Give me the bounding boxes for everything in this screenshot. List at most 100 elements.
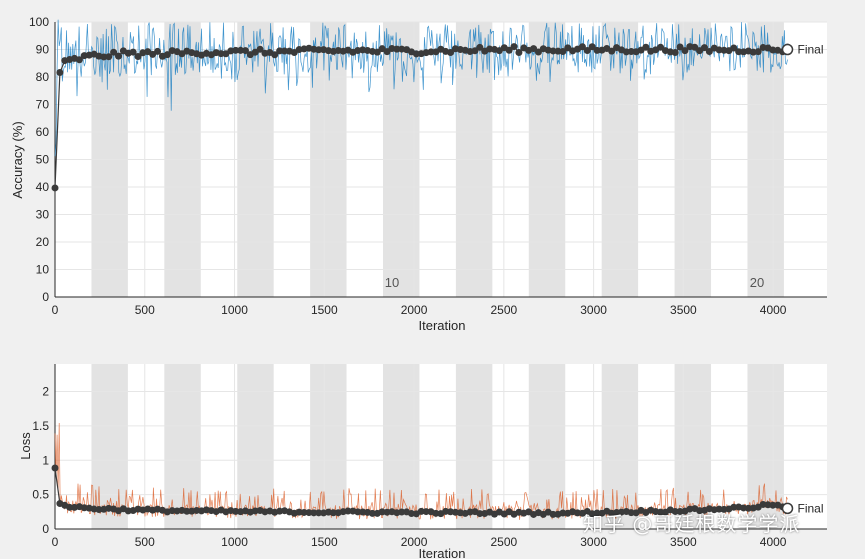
acc-smoothed-point xyxy=(588,43,596,51)
loss-x-tick-label: 3500 xyxy=(670,535,697,549)
acc-smoothed-point xyxy=(56,69,64,77)
acc-y-tick-label: 40 xyxy=(36,180,50,194)
acc-smoothed-point xyxy=(505,46,513,54)
acc-x-tick-label: 2000 xyxy=(401,303,428,317)
acc-smoothed-point xyxy=(608,47,616,55)
acc-x-tick-label: 0 xyxy=(52,303,59,317)
loss-epoch-band xyxy=(674,364,712,529)
loss-y-tick-label: 1.5 xyxy=(32,419,49,433)
acc-smoothed-point xyxy=(315,46,323,54)
acc-smoothed-point xyxy=(129,48,137,56)
acc-y-tick-label: 0 xyxy=(42,290,49,304)
acc-x-tick-label: 500 xyxy=(135,303,155,317)
loss-y-tick-label: 0.5 xyxy=(32,488,49,502)
acc-y-tick-label: 80 xyxy=(36,70,50,84)
loss-smoothed-point xyxy=(671,507,679,515)
acc-smoothed-point xyxy=(271,51,279,59)
acc-smoothed-point xyxy=(241,47,249,55)
acc-x-tick-label: 3500 xyxy=(670,303,697,317)
acc-y-tick-label: 50 xyxy=(36,153,50,167)
loss-smoothed-point xyxy=(310,509,318,517)
accuracy-final-label: Final xyxy=(798,43,824,57)
acc-y-tick-label: 20 xyxy=(36,235,50,249)
acc-smoothed-point xyxy=(510,43,518,51)
acc-smoothed-point xyxy=(676,43,684,51)
acc-y-tick-label: 30 xyxy=(36,208,50,222)
loss-smoothed-point xyxy=(549,510,557,518)
accuracy-final-marker xyxy=(781,43,794,56)
loss-tick-labels: 0 0.5 1 1.5 2 0 500 1000 1500 2000 2500 3000 3500 400… xyxy=(32,385,786,550)
loss-smoothed-point xyxy=(476,510,484,518)
acc-smoothed-point xyxy=(578,43,586,51)
acc-smoothed-point xyxy=(134,53,142,61)
loss-x-tick-label: 3000 xyxy=(580,535,607,549)
acc-smoothed-point xyxy=(427,48,435,56)
loss-x-tick-label: 1500 xyxy=(311,535,338,549)
loss-y-tick-label: 1 xyxy=(42,453,49,467)
epoch-label-20: 20 xyxy=(750,275,764,290)
acc-smoothed-point xyxy=(276,47,284,55)
loss-smoothed-point xyxy=(354,508,362,516)
loss-smoothed-point xyxy=(368,509,376,517)
watermark-text: 知乎 @哥廷根数学学派 xyxy=(583,512,801,536)
acc-x-tick-label: 1500 xyxy=(311,303,338,317)
loss-smoothed-point xyxy=(657,508,665,516)
loss-y-axis-label: Loss xyxy=(18,432,33,460)
accuracy-y-axis-label: Accuracy (%) xyxy=(10,121,25,198)
acc-x-tick-label: 4000 xyxy=(760,303,787,317)
acc-smoothed-point xyxy=(256,45,264,53)
acc-smoothed-point xyxy=(534,48,542,56)
loss-x-tick-label: 4000 xyxy=(760,535,787,549)
acc-smoothed-point xyxy=(671,49,679,57)
loss-smoothed-point xyxy=(769,501,777,509)
acc-smoothed-point xyxy=(642,43,650,51)
loss-smoothed-point xyxy=(66,503,74,511)
loss-smoothed-point xyxy=(300,508,308,516)
loss-smoothed-point xyxy=(315,509,323,517)
acc-smoothed-point xyxy=(730,44,738,52)
loss-x-tick-label: 2500 xyxy=(490,535,517,549)
acc-smoothed-point xyxy=(75,56,83,64)
acc-smoothed-point xyxy=(476,43,484,51)
acc-smoothed-point xyxy=(412,50,420,58)
acc-smoothed-point xyxy=(105,53,113,61)
acc-smoothed-point xyxy=(691,43,699,51)
loss-final-label: Final xyxy=(798,501,824,515)
acc-smoothed-point xyxy=(754,48,762,56)
loss-x-axis-label: Iteration xyxy=(419,546,466,559)
acc-smoothed-point xyxy=(51,184,59,192)
loss-y-tick-label: 2 xyxy=(42,385,49,399)
acc-x-tick-label: 3000 xyxy=(580,303,607,317)
loss-smoothed-point xyxy=(329,509,337,517)
loss-smoothed-series xyxy=(51,464,792,518)
accuracy-smoothed-series xyxy=(51,43,792,192)
acc-smoothed-point xyxy=(471,47,479,55)
acc-smoothed-point xyxy=(393,45,401,53)
acc-smoothed-point xyxy=(110,48,118,56)
loss-smoothed-point xyxy=(398,508,406,516)
acc-smoothed-point xyxy=(232,46,240,54)
loss-smoothed-point xyxy=(51,464,59,472)
acc-y-tick-label: 10 xyxy=(36,263,50,277)
acc-x-tick-label: 2500 xyxy=(490,303,517,317)
acc-y-tick-label: 90 xyxy=(36,43,50,57)
acc-smoothed-point xyxy=(163,51,171,59)
acc-smoothed-point xyxy=(114,52,122,60)
acc-smoothed-point xyxy=(583,46,591,54)
acc-smoothed-point xyxy=(217,50,225,58)
acc-smoothed-point xyxy=(700,44,708,52)
acc-smoothed-point xyxy=(447,49,455,57)
loss-x-tick-label: 2000 xyxy=(401,535,428,549)
loss-smoothed-point xyxy=(593,509,601,517)
loss-y-tick-label: 0 xyxy=(42,522,49,536)
acc-smoothed-point xyxy=(627,48,635,56)
loss-x-tick-label: 500 xyxy=(135,535,155,549)
accuracy-x-axis-label: Iteration xyxy=(419,318,466,333)
acc-smoothed-point xyxy=(530,45,538,53)
loss-smoothed-point xyxy=(183,507,191,515)
acc-smoothed-point xyxy=(705,48,713,56)
epoch-label-10: 10 xyxy=(385,275,399,290)
